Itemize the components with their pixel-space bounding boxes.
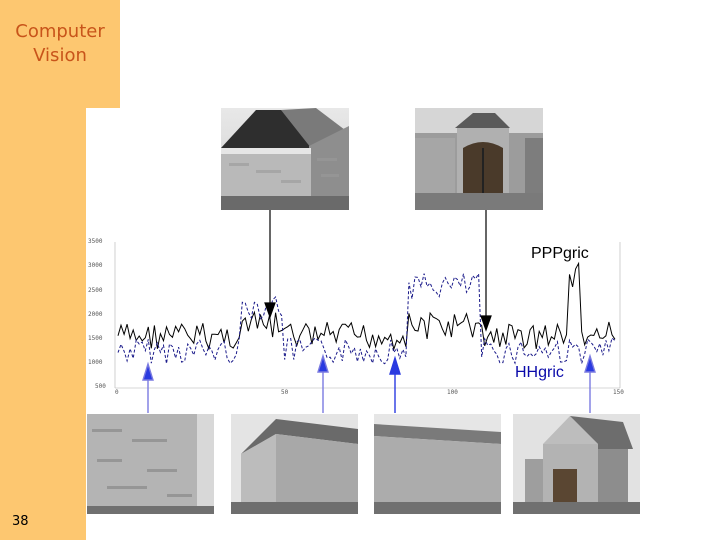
blue-arrow-3	[389, 355, 401, 413]
gric-plot	[85, 236, 625, 396]
slide-number: 38	[12, 514, 29, 529]
blue-arrow-2	[317, 353, 329, 413]
sidebar-title: Computer Vision	[0, 20, 120, 68]
y-tick-label: 2000	[88, 311, 103, 318]
photo-barn-wall-long	[231, 414, 358, 514]
x-tick-label: 0	[115, 389, 119, 396]
photo-barn-gable-end	[221, 108, 349, 210]
photo-farm-gate	[415, 108, 543, 210]
y-tick-label: 2500	[88, 287, 103, 294]
blue-arrow-1	[142, 361, 154, 413]
series-hhgric-line	[117, 272, 616, 365]
x-tick-label: 100	[447, 389, 458, 396]
photo-barn-gable-door	[513, 414, 640, 514]
x-tick-label: 150	[613, 389, 624, 396]
sidebar-title-line2: Vision	[33, 45, 87, 66]
y-tick-label: 1000	[88, 359, 103, 366]
plot-axes	[114, 242, 621, 389]
x-tick-label: 50	[281, 389, 289, 396]
blue-arrow-4	[584, 353, 596, 413]
pppgric-label: PPPgric	[531, 245, 589, 262]
y-tick-label: 1500	[88, 335, 103, 342]
photo-barn-wall-left	[87, 414, 214, 514]
y-tick-label: 500	[95, 383, 106, 390]
black-arrow-right	[480, 210, 492, 332]
photo-barn-wall-long-2	[374, 414, 501, 514]
y-tick-label: 3000	[88, 262, 103, 269]
y-tick-label: 3500	[88, 238, 103, 245]
hhgric-label: HHgric	[515, 364, 564, 381]
series-pppgric-line	[117, 261, 616, 352]
black-arrow-left	[264, 210, 276, 319]
sidebar-title-line1: Computer	[15, 21, 105, 42]
